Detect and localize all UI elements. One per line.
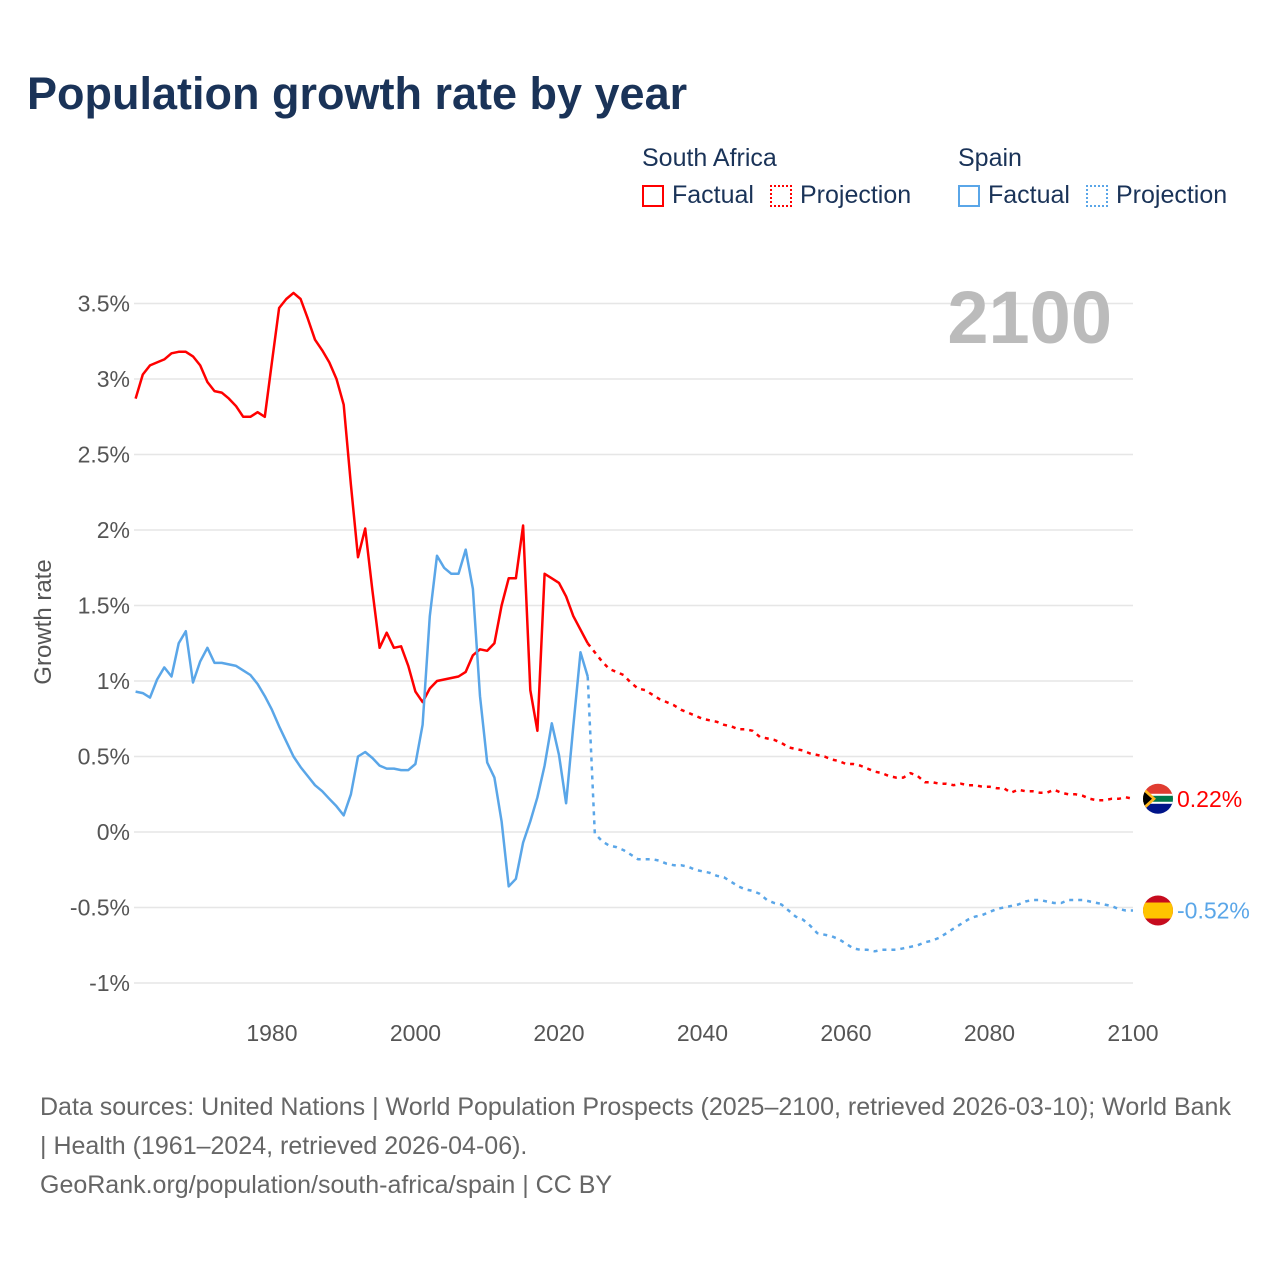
x-tick-label: 2100 bbox=[1107, 1020, 1158, 1046]
legend-swatch-dotted bbox=[769, 184, 792, 207]
y-tick-label: 3.5% bbox=[78, 291, 130, 317]
legend-south-africa: South Africa Factual Projection bbox=[642, 144, 927, 210]
x-tick-label: 2060 bbox=[820, 1020, 871, 1046]
y-tick-label: 0% bbox=[97, 819, 130, 845]
y-tick-label: 3% bbox=[97, 366, 130, 392]
legend-swatch-solid bbox=[958, 184, 980, 207]
x-tick-label: 1980 bbox=[246, 1020, 297, 1046]
spain-flag-icon bbox=[1143, 895, 1173, 926]
y-tick-label: 0.5% bbox=[78, 744, 130, 770]
end-value-label: -0.52% bbox=[1177, 898, 1250, 924]
x-tick-label: 2080 bbox=[964, 1020, 1015, 1046]
y-tick-label: 2.5% bbox=[78, 442, 130, 468]
legend-swatch-dotted bbox=[1085, 184, 1108, 207]
x-tick-label: 2020 bbox=[533, 1020, 584, 1046]
legend-swatch-solid bbox=[642, 184, 664, 207]
spain-factual-line bbox=[135, 548, 589, 888]
y-tick-label: -0.5% bbox=[70, 895, 130, 921]
chart-title: Population growth rate by year bbox=[27, 68, 688, 119]
legend-label: Projection bbox=[799, 181, 912, 209]
y-tick-label: 1% bbox=[97, 668, 130, 694]
x-tick-label: 2040 bbox=[677, 1020, 728, 1046]
legend-item-projection[interactable]: Projection bbox=[769, 181, 912, 210]
footer: Data sources: United Nations | World Pop… bbox=[40, 1088, 1240, 1205]
y-axis-label: Growth rate bbox=[30, 559, 57, 684]
legend-group-name: South Africa bbox=[642, 144, 777, 172]
legend-label: Factual bbox=[988, 181, 1070, 209]
y-tick-label: -1% bbox=[89, 970, 130, 996]
credit-link[interactable]: GeoRank.org/population/south-africa/spai… bbox=[40, 1171, 613, 1199]
year-watermark: 2100 bbox=[947, 276, 1112, 359]
end-value-label: 0.22% bbox=[1177, 786, 1242, 812]
y-tick-label: 2% bbox=[97, 517, 130, 543]
y-tick-label: 1.5% bbox=[78, 593, 130, 619]
legend-item-factual[interactable]: Factual bbox=[642, 181, 754, 210]
legend-item-projection[interactable]: Projection bbox=[1085, 181, 1228, 210]
x-tick-label: 2000 bbox=[390, 1020, 441, 1046]
legend-item-factual[interactable]: Factual bbox=[958, 181, 1070, 210]
spain-projection-line bbox=[586, 676, 1133, 953]
legend-spain: Spain Factual Projection bbox=[958, 144, 1243, 210]
south-africa-projection-line bbox=[586, 642, 1134, 802]
south-africa-factual-line bbox=[134, 291, 589, 733]
legend-label: Projection bbox=[1115, 181, 1228, 209]
south-africa-flag-icon bbox=[1143, 783, 1173, 814]
data-sources: Data sources: United Nations | World Pop… bbox=[40, 1093, 1231, 1160]
legend-group-name: Spain bbox=[958, 144, 1022, 172]
legend-label: Factual bbox=[672, 181, 754, 209]
